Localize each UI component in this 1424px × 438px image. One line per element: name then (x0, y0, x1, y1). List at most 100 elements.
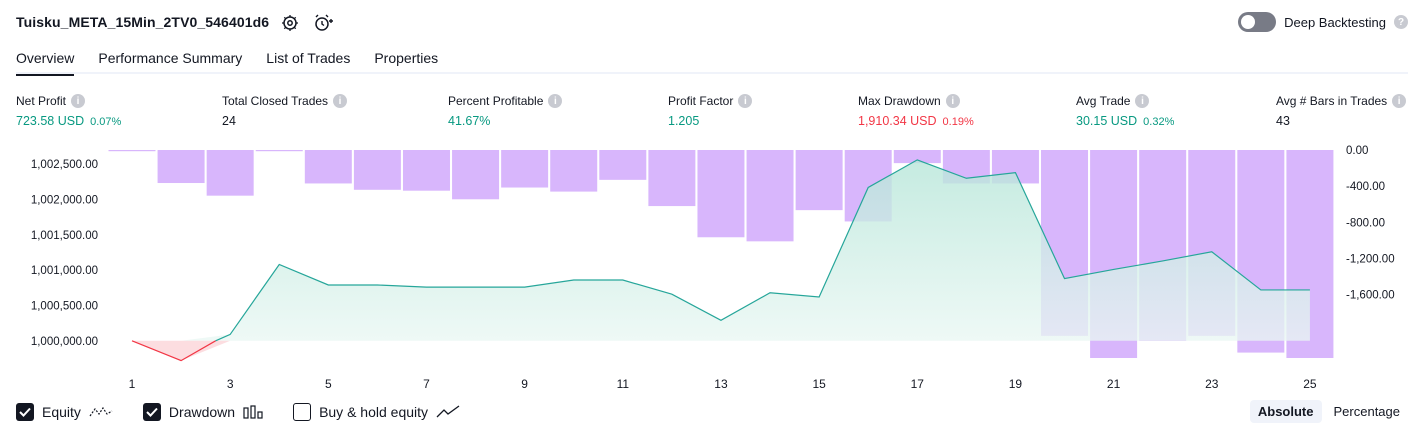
percentage-button[interactable]: Percentage (1333, 404, 1401, 419)
x-axis-tick: 25 (1303, 377, 1317, 391)
metric-total-closed-trades: Total Closed Trades i 24 (222, 94, 348, 128)
strategy-title: Tuisku_META_15Min_2TV0_546401d6 (16, 14, 270, 30)
tab-overview[interactable]: Overview (16, 46, 75, 76)
legend-label: Drawdown (168, 404, 236, 420)
drawdown-bar (599, 150, 647, 180)
left-axis-tick: 1,000,500.00 (31, 300, 98, 312)
metric-value: 723.58 USD (16, 114, 85, 128)
deep-backtesting-control: Deep Backtesting ? (1238, 12, 1408, 32)
metric-label: Profit Factor (668, 94, 734, 108)
metric-value: 24 (222, 114, 236, 128)
equity-area (132, 159, 1310, 341)
drawdown-bar (893, 150, 941, 164)
metric-net-profit: Net Profit i 723.58 USD 0.07% (16, 94, 121, 128)
left-axis-tick: 1,001,000.00 (31, 265, 98, 277)
info-icon[interactable]: i (548, 94, 563, 108)
left-axis-tick: 1,001,500.00 (31, 230, 98, 242)
info-icon[interactable]: i (333, 94, 348, 108)
drawdown-bar (795, 150, 843, 211)
deep-backtesting-toggle[interactable] (1238, 12, 1277, 32)
equity-line-icon (89, 406, 113, 417)
info-icon[interactable]: i (1135, 94, 1150, 108)
metric-label: Max Drawdown (858, 94, 941, 108)
drawdown-bar (304, 150, 352, 184)
metric-value: 1,910.34 USD (858, 114, 937, 128)
x-axis-tick: 7 (423, 377, 430, 391)
x-axis-tick: 11 (617, 377, 630, 391)
metric-label: Total Closed Trades (222, 94, 329, 108)
x-axis-tick: 17 (911, 377, 925, 391)
x-axis-tick: 3 (227, 377, 234, 391)
info-icon[interactable]: i (738, 94, 753, 108)
add-alert-icon[interactable] (313, 13, 333, 33)
equity-line (215, 159, 1310, 342)
equity-line-negative (131, 340, 216, 362)
info-icon[interactable]: i (1392, 94, 1407, 108)
legend-label: Equity (42, 404, 81, 420)
drawdown-bar (697, 150, 745, 238)
metric-percent: 0.07% (90, 116, 122, 128)
metric-max-drawdown: Max Drawdown i 1,910.34 USD 0.19% (858, 94, 974, 128)
right-axis-tick: -400.00 (1346, 181, 1385, 193)
x-axis-tick: 1 (129, 377, 136, 391)
drawdown-bar (108, 150, 156, 152)
drawdown-bar (648, 150, 696, 207)
x-axis-tick: 23 (1205, 377, 1219, 391)
legend-drawdown[interactable]: Drawdown (142, 403, 263, 421)
equity-negative-area (132, 340, 280, 361)
tab-performance-summary[interactable]: Performance Summary (98, 50, 243, 66)
buy-hold-checkbox[interactable] (293, 403, 312, 421)
legend-label: Buy & hold equity (319, 404, 429, 420)
view-mode-switch: Absolute Percentage (1249, 400, 1408, 423)
drawdown-checkbox[interactable] (142, 403, 161, 421)
right-axis-tick: -1,600.00 (1346, 290, 1395, 302)
chart-legend: Equity Drawdown Buy & hold equity (16, 403, 490, 421)
drawdown-bar (501, 150, 549, 188)
x-axis-tick: 21 (1107, 377, 1121, 391)
left-axis-tick: 1,002,000.00 (31, 194, 98, 206)
legend-buy-hold[interactable]: Buy & hold equity (293, 403, 460, 421)
buy-hold-line-icon (436, 405, 460, 418)
metric-value: 41.67% (448, 114, 491, 128)
help-icon[interactable]: ? (1394, 15, 1408, 29)
drawdown-bar (157, 150, 205, 184)
equity-drawdown-chart[interactable]: 1,002,500.00 1,002,000.00 1,001,500.00 1,00… (0, 140, 1424, 395)
drawdown-bar (452, 150, 500, 200)
left-axis-tick: 1,000,000.00 (31, 336, 98, 348)
metric-label: Avg Trade (1076, 94, 1131, 108)
right-axis-tick: -800.00 (1346, 217, 1385, 229)
metric-value: 30.15 USD (1076, 114, 1138, 128)
metric-avg-bars-in-trades: Avg # Bars in Trades i 43 (1276, 94, 1407, 128)
x-axis-tick: 9 (521, 377, 528, 391)
metric-label: Avg # Bars in Trades (1276, 94, 1388, 108)
x-axis-tick: 13 (714, 377, 728, 391)
deep-backtesting-label: Deep Backtesting (1284, 14, 1386, 30)
absolute-button[interactable]: Absolute (1249, 400, 1322, 423)
right-axis-tick: 0.00 (1346, 145, 1368, 157)
settings-icon[interactable] (280, 13, 300, 33)
x-axis-tick: 15 (812, 377, 826, 391)
metric-label: Percent Profitable (448, 94, 544, 108)
metric-label: Net Profit (16, 94, 67, 108)
drawdown-bar (550, 150, 598, 192)
metric-percent: 0.32% (1143, 116, 1175, 128)
x-axis-tick: 5 (325, 377, 332, 391)
drawdown-bar (206, 150, 254, 196)
drawdown-bar (255, 150, 303, 152)
drawdown-bar (402, 150, 450, 191)
metric-profit-factor: Profit Factor i 1.205 (668, 94, 753, 128)
info-icon[interactable]: i (945, 94, 960, 108)
equity-checkbox[interactable] (16, 403, 34, 421)
drawdown-bar (353, 150, 401, 190)
metric-percent: 0.19% (942, 116, 974, 128)
metric-avg-trade: Avg Trade i 30.15 USD 0.32% (1076, 94, 1174, 128)
metric-value: 43 (1276, 114, 1290, 128)
info-icon[interactable]: i (71, 94, 86, 108)
tab-properties[interactable]: Properties (374, 50, 439, 66)
left-axis-tick: 1,002,500.00 (31, 159, 98, 171)
tab-bar: Overview Performance Summary List of Tra… (16, 46, 438, 76)
tab-list-of-trades[interactable]: List of Trades (266, 50, 351, 66)
metric-value: 1.205 (668, 114, 700, 128)
legend-equity[interactable]: Equity (16, 403, 113, 421)
metric-percent-profitable: Percent Profitable i 41.67% (448, 94, 563, 128)
